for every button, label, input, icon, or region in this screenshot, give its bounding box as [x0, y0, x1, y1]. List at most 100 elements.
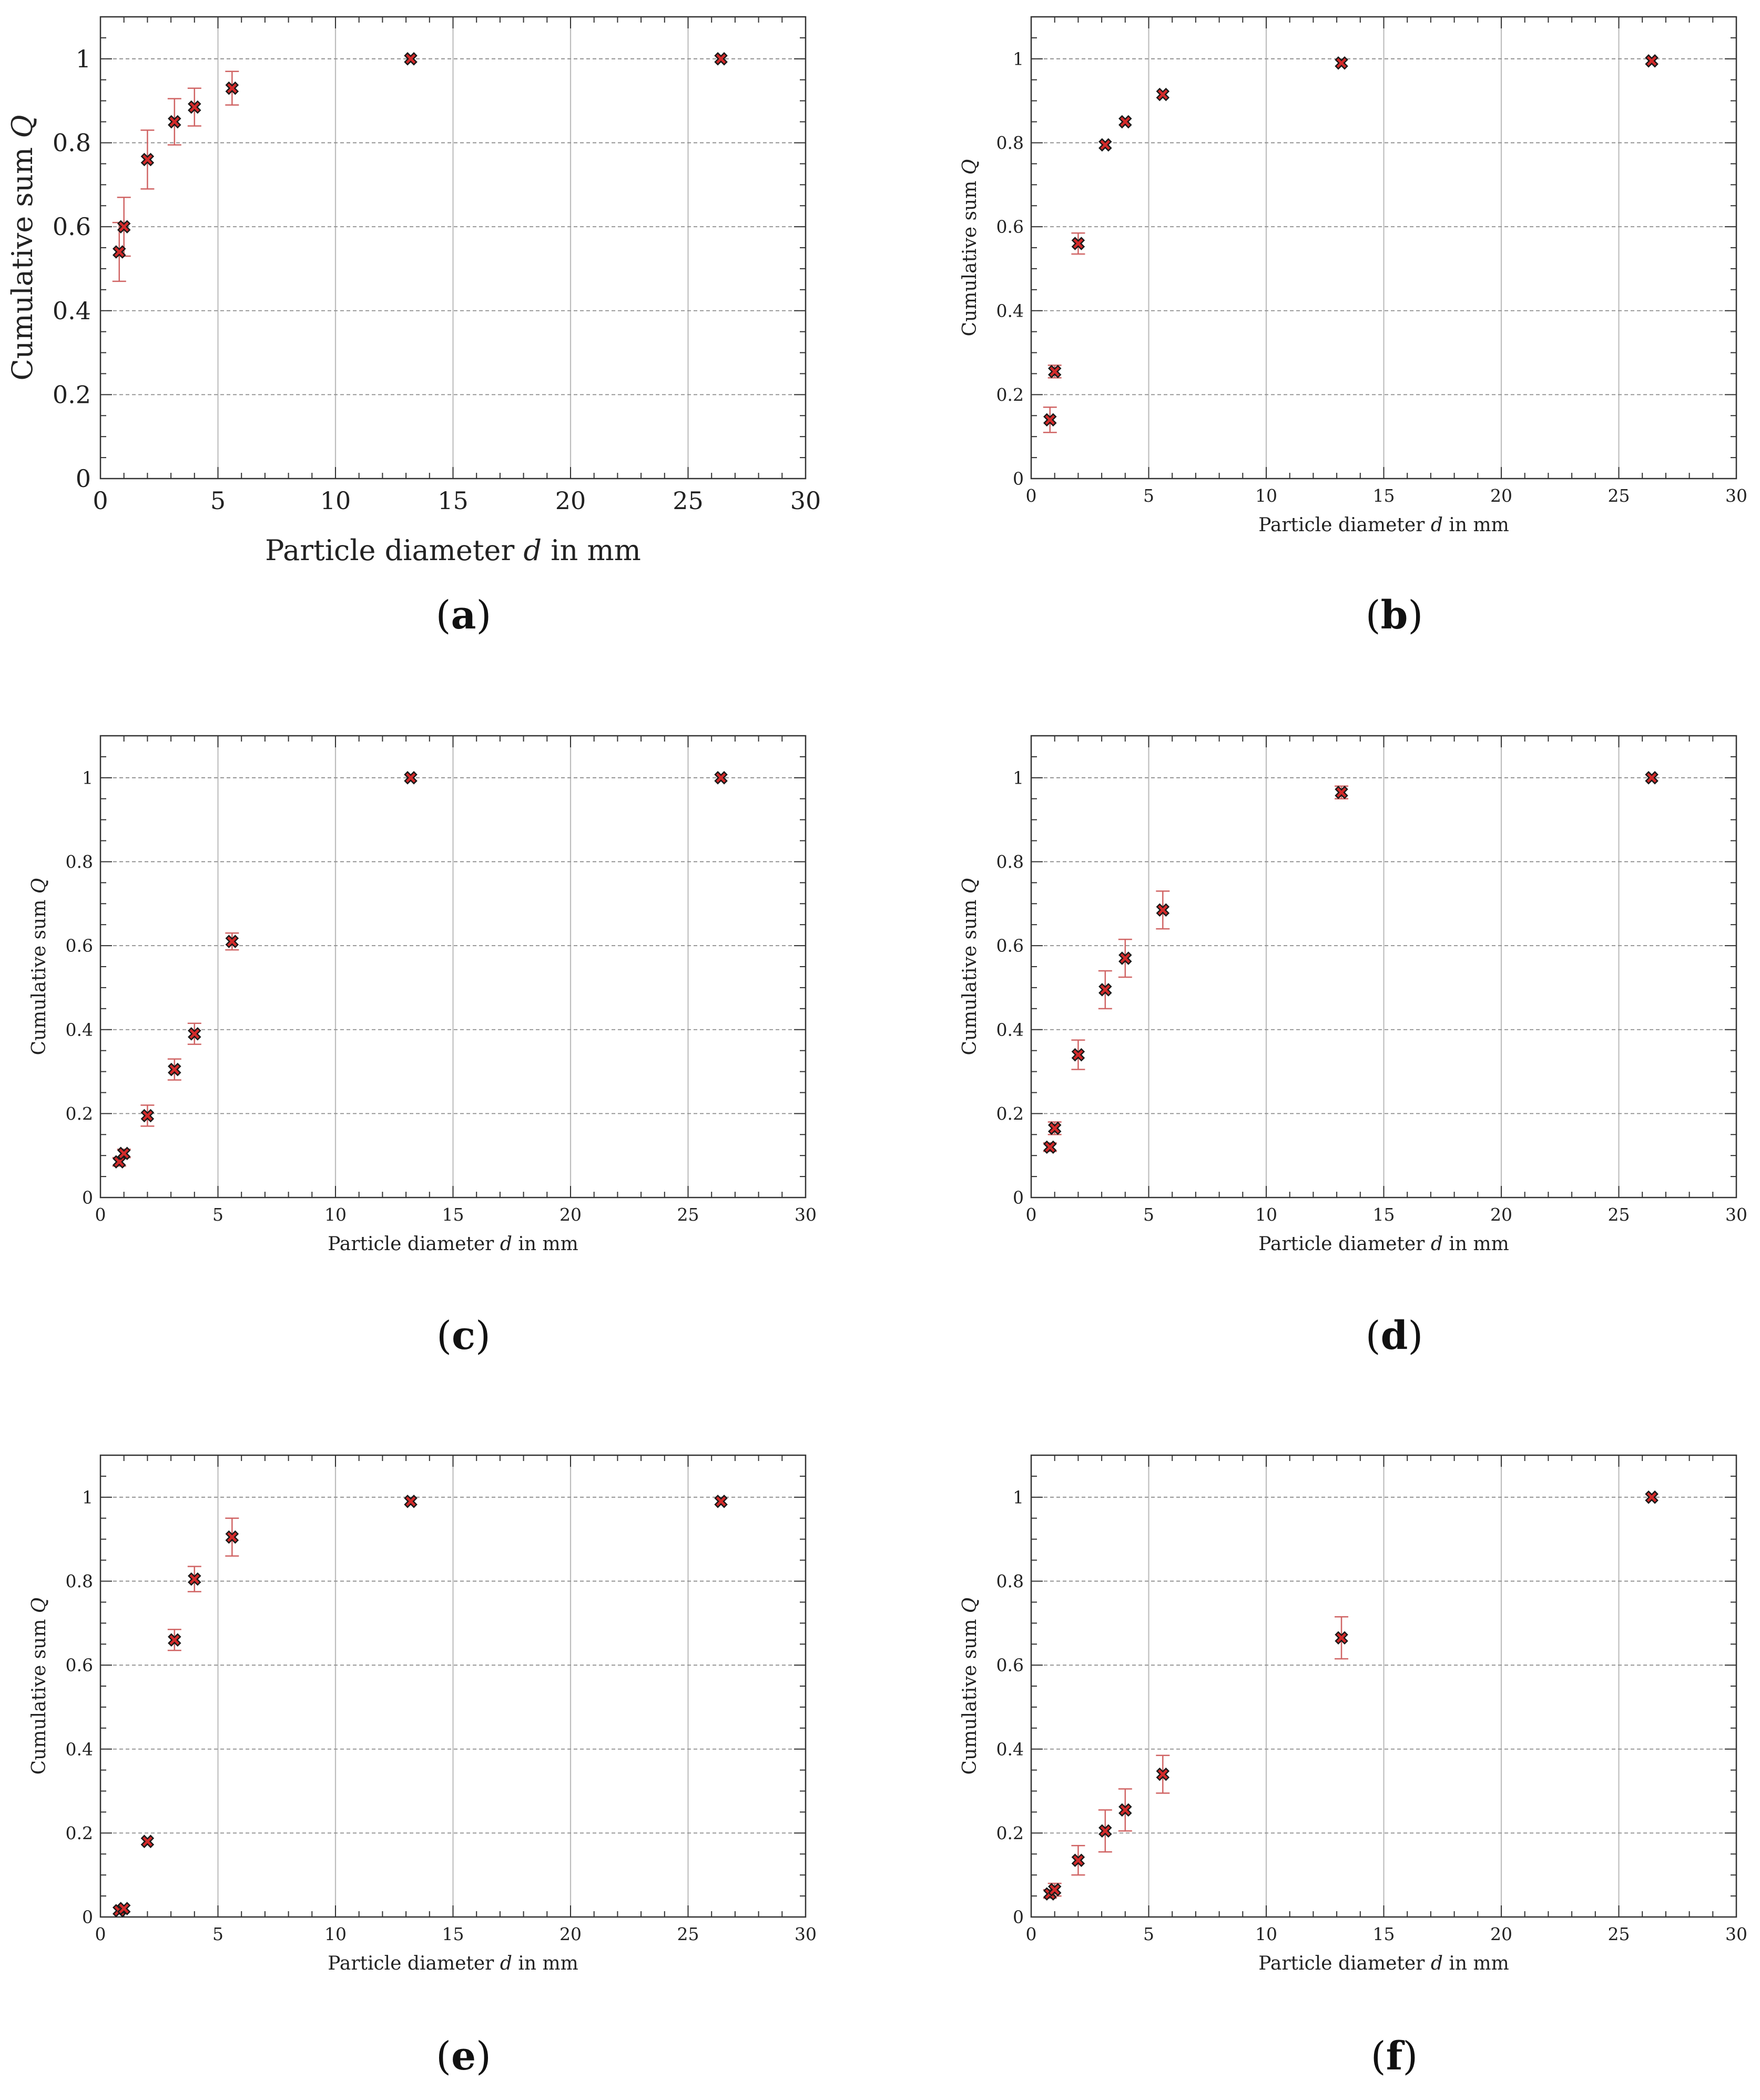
data-point-marker [1047, 1883, 1062, 1896]
data-point-marker [112, 1155, 126, 1169]
y-axis-title: Cumulative sum Q [28, 878, 50, 1056]
data-point-marker [112, 245, 126, 259]
x-axis-title-part: in mm [1443, 514, 1509, 536]
panel-label-part: ( [1366, 593, 1381, 638]
x-tick-label: 10 [324, 1924, 347, 1944]
x-axis-title-part: in mm [512, 1953, 578, 1974]
x-tick-label: 10 [320, 486, 351, 515]
panel-label-part: ) [1408, 1313, 1423, 1358]
data-point-marker [714, 771, 728, 785]
data-point-marker [225, 1530, 239, 1544]
data-point-marker [168, 115, 181, 129]
x-axis-title: Particle diameter d in mm [1258, 1233, 1509, 1255]
y-tick-label: 1 [1013, 48, 1024, 69]
x-tick-label: 5 [210, 486, 226, 515]
x-tick-label: 15 [1373, 1924, 1395, 1944]
plot-frame [1030, 735, 1737, 1199]
panel-label-part: ( [436, 1313, 452, 1358]
panel-label-part: a [451, 593, 476, 638]
y-tick-label: 1 [82, 767, 93, 788]
panel-label-part: ) [476, 593, 491, 638]
plot-frame [99, 735, 807, 1199]
panel-label-part: ) [1402, 2034, 1418, 2079]
data-point-marker [1645, 54, 1659, 68]
y-tick-label: 0.4 [996, 1019, 1024, 1040]
y-tick-label: 0 [1013, 469, 1024, 489]
chart-panel-f: 0 5 10 15 20 25 30 0 0.2 0.4 0.6 0.8 1 Particle diame… [959, 1454, 1747, 2079]
y-tick-label: 0.2 [996, 1103, 1024, 1124]
y-tick-label: 0 [82, 1907, 93, 1927]
data-point-marker [140, 153, 155, 167]
data-point-marker [117, 1902, 131, 1915]
data-point-marker [1118, 1803, 1132, 1817]
x-tick-label: 0 [1026, 1924, 1037, 1944]
panel-label-part: ( [1371, 2034, 1386, 2079]
chart-panel-d: 0 5 10 15 20 25 30 0 0.2 0.4 0.6 0.8 1 Particle diame… [959, 735, 1747, 1358]
x-axis-title-part: d [500, 1233, 512, 1255]
x-axis-title-part: Particle diameter [328, 1953, 500, 1974]
data-point-marker [1156, 903, 1170, 917]
x-tick-label: 5 [212, 1204, 223, 1225]
x-tick-label: 10 [1255, 1204, 1277, 1225]
x-tick-label: 5 [1143, 485, 1154, 506]
data-point-marker [404, 771, 418, 785]
x-axis-title-part: d [523, 534, 542, 567]
x-tick-label: 10 [324, 1204, 347, 1225]
y-tick-label: 0.8 [996, 133, 1024, 153]
y-tick-label: 0.6 [66, 936, 93, 956]
x-axis-title-part: in mm [1443, 1953, 1509, 1974]
x-axis-title-part: d [1431, 1953, 1443, 1974]
data-point-marker [714, 1495, 728, 1508]
y-axis-title-part: Cumulative sum [6, 138, 39, 381]
y-tick-label: 0.6 [996, 936, 1024, 956]
y-tick-label: 1 [1013, 767, 1024, 788]
x-axis-title-part: Particle diameter [1258, 1953, 1431, 1974]
y-tick-label: 0.2 [996, 1823, 1024, 1843]
x-tick-label: 10 [1255, 485, 1277, 506]
data-point-marker [225, 81, 239, 95]
x-axis-title: Particle diameter d in mm [328, 1233, 578, 1255]
y-axis-title-part: Cumulative sum [28, 894, 50, 1055]
data-point-marker [168, 1633, 181, 1647]
x-tick-label: 30 [795, 1204, 817, 1225]
x-tick-label: 0 [95, 1924, 106, 1944]
data-point-marker [1645, 771, 1659, 785]
plot-frame [99, 1454, 807, 1918]
x-tick-label: 25 [673, 486, 704, 515]
y-tick-label: 0.4 [53, 297, 91, 325]
x-tick-label: 0 [95, 1204, 106, 1225]
x-tick-label: 30 [1725, 1924, 1747, 1944]
x-tick-label: 25 [1608, 1204, 1630, 1225]
y-tick-label: 1 [82, 1487, 93, 1507]
x-axis-title-part: in mm [542, 534, 641, 567]
data-point-marker [1118, 951, 1132, 965]
data-point-marker [1098, 138, 1112, 152]
y-tick-label: 0.6 [66, 1655, 93, 1676]
y-tick-label: 0.8 [66, 1571, 93, 1591]
y-axis-title-part: Cumulative sum [959, 894, 981, 1055]
chart-panel-a: 0 5 10 15 20 25 30 0 0.2 0.4 0.6 0.8 1 Particle diame… [6, 16, 821, 638]
x-axis-title-part: Particle diameter [1258, 514, 1431, 536]
data-point-marker [1098, 983, 1112, 997]
x-tick-label: 20 [555, 486, 586, 515]
panel-label-part: ) [1408, 593, 1423, 638]
x-tick-label: 15 [438, 486, 469, 515]
data-point-marker [1098, 1824, 1112, 1838]
x-tick-label: 5 [1143, 1204, 1154, 1225]
x-axis-title-part: in mm [512, 1233, 578, 1255]
y-axis-title-part: Cumulative sum [28, 1613, 50, 1774]
panel-label: (c) [436, 1313, 491, 1358]
x-axis-title-part: Particle diameter [1258, 1233, 1431, 1255]
x-axis-title: Particle diameter d in mm [1258, 1953, 1509, 1974]
data-point-marker [1047, 364, 1062, 379]
data-point-marker [1043, 1140, 1057, 1154]
x-tick-label: 10 [1255, 1924, 1277, 1944]
y-axis-title: Cumulative sum Q [28, 1598, 50, 1775]
data-point-marker [1071, 1048, 1085, 1062]
y-tick-label: 0 [1013, 1907, 1024, 1927]
chart-panel-e: 0 5 10 15 20 25 30 0 0.2 0.4 0.6 0.8 1 Particle diame… [28, 1454, 817, 2079]
y-axis-title: Cumulative sum Q [959, 159, 981, 337]
y-tick-label: 1 [1013, 1487, 1024, 1507]
x-tick-label: 25 [1608, 1924, 1630, 1944]
